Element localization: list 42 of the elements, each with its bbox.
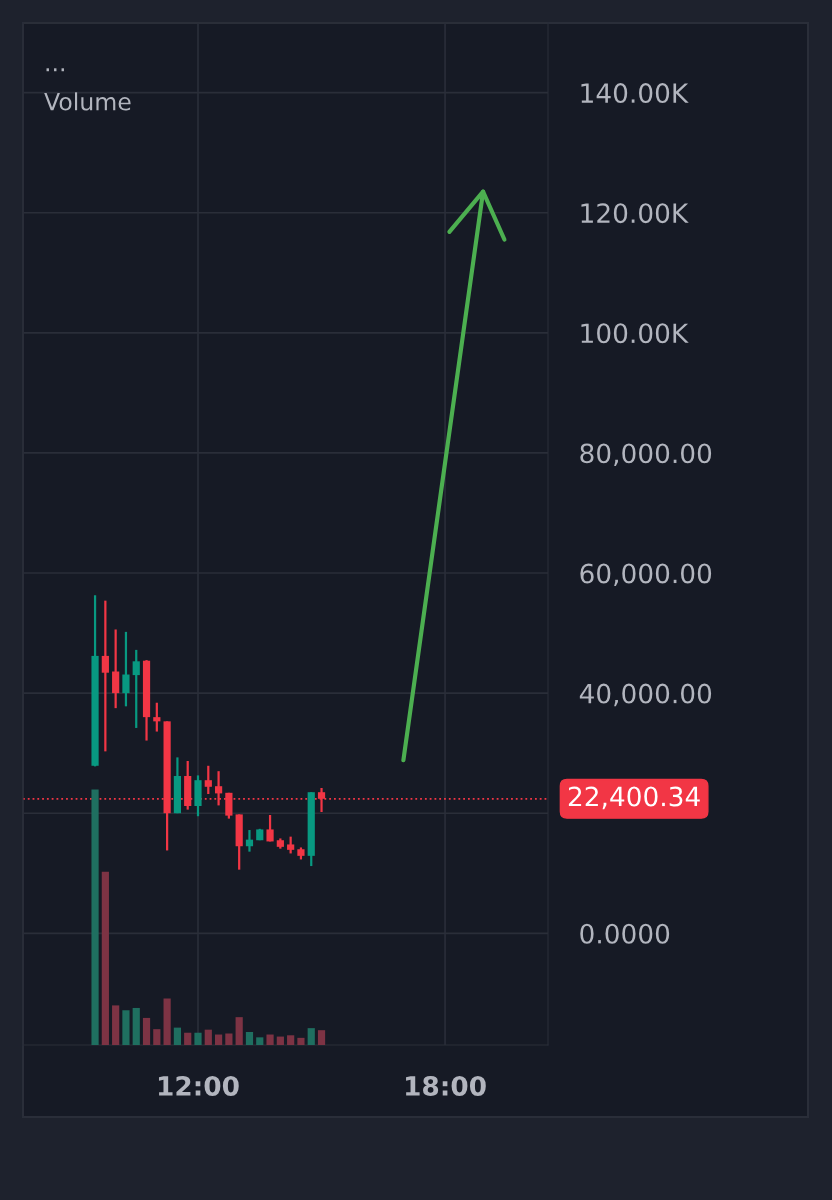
bar bbox=[142, 1017, 151, 1045]
bar bbox=[194, 1032, 202, 1045]
bar bbox=[276, 1036, 284, 1045]
bar bbox=[91, 789, 99, 1045]
y-tick-label: 40,000.00 bbox=[579, 683, 712, 707]
bar bbox=[184, 1032, 192, 1045]
bar bbox=[256, 1037, 264, 1045]
bar bbox=[235, 1017, 243, 1045]
bar bbox=[307, 1028, 315, 1045]
x-tick-label: 12:00 bbox=[158, 1076, 239, 1096]
y-tick-label: 80,000.00 bbox=[580, 443, 712, 467]
bar bbox=[122, 1010, 130, 1045]
bar bbox=[225, 1033, 233, 1045]
y-tick-label: 0.0000 bbox=[580, 923, 670, 944]
candlestick bbox=[204, 764, 212, 796]
annotation: ... bbox=[46, 68, 64, 72]
bar bbox=[112, 1005, 120, 1045]
y-tick-label: 60,000.00 bbox=[580, 563, 712, 587]
bar bbox=[173, 1027, 182, 1045]
bar bbox=[214, 1034, 223, 1045]
candlestick bbox=[112, 628, 120, 710]
y-tick-label: 120.00K bbox=[581, 203, 689, 224]
bar bbox=[101, 871, 109, 1045]
y-tick-label: 100.00K bbox=[581, 323, 689, 344]
ref-line-label: 22,400.34 bbox=[568, 786, 700, 810]
bar bbox=[245, 1031, 254, 1045]
y-tick-label: 140.00K bbox=[581, 83, 689, 104]
x-tick-label: 18:00 bbox=[406, 1076, 486, 1096]
bar bbox=[153, 1029, 161, 1045]
bar bbox=[287, 1035, 295, 1045]
candlestick bbox=[132, 648, 140, 730]
bar bbox=[204, 1029, 212, 1045]
chart-title: Volume bbox=[44, 92, 131, 111]
bar bbox=[317, 1030, 326, 1045]
candlestick bbox=[101, 599, 109, 753]
bar bbox=[266, 1034, 274, 1045]
bar bbox=[163, 998, 171, 1045]
candlestick bbox=[153, 701, 161, 733]
bar bbox=[297, 1037, 305, 1045]
candlestick bbox=[266, 813, 274, 843]
candlestick bbox=[122, 630, 130, 708]
bar bbox=[132, 1007, 140, 1045]
